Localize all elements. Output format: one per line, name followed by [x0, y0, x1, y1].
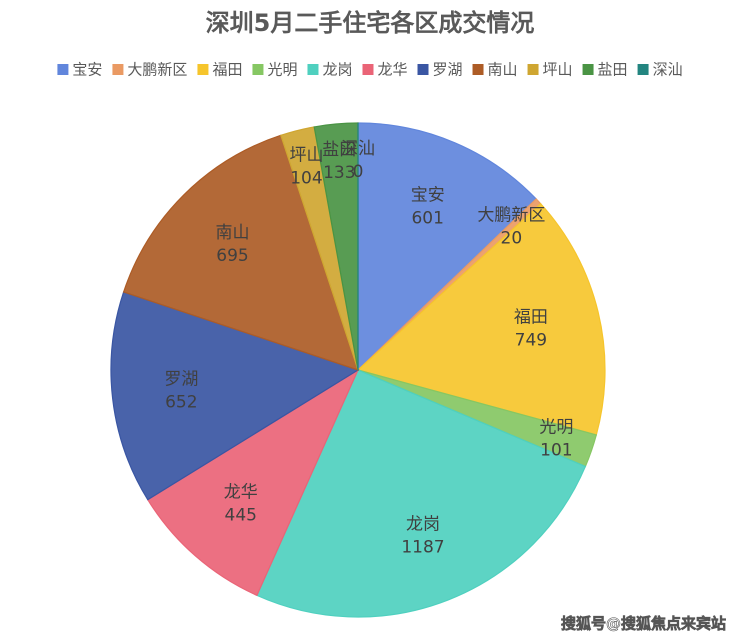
- slice-category-label: 大鹏新区: [477, 206, 545, 226]
- slice-value-label: 101: [540, 441, 572, 461]
- slice-value-label: 20: [501, 229, 523, 249]
- slice-value-label: 0: [353, 162, 364, 182]
- pie-slice: [110, 291, 360, 501]
- slice-value-label: 695: [216, 246, 248, 266]
- pie-slice: [356, 202, 606, 436]
- slice-category-label: 南山: [215, 223, 249, 243]
- legend-label: 宝安: [72, 61, 102, 79]
- slice-category-label: 盐田: [322, 140, 356, 160]
- legend-swatch: [57, 64, 69, 75]
- legend-label: 龙岗: [322, 61, 352, 79]
- legend-swatch: [472, 64, 484, 75]
- legend-swatch: [582, 64, 594, 75]
- legend-swatch: [637, 64, 649, 75]
- legend-swatch: [362, 64, 374, 75]
- pie-slice: [146, 368, 360, 597]
- slice-value-label: 601: [411, 208, 443, 228]
- legend-swatch: [527, 64, 539, 75]
- legend-label: 大鹏新区: [127, 61, 187, 79]
- slice-value-label: 1187: [401, 538, 444, 558]
- legend-label: 龙华: [377, 61, 407, 79]
- slice-category-label: 龙岗: [406, 515, 440, 535]
- legend-label: 光明: [267, 61, 297, 79]
- pie-slice: [122, 134, 359, 371]
- slice-value-label: 749: [515, 330, 547, 350]
- pie-slice: [357, 122, 538, 372]
- slice-value-label: 652: [165, 393, 197, 413]
- legend: 宝安 大鹏新区 福田 光明 龙岗 龙华 罗湖 南山 坪山 盐田 深汕: [57, 61, 683, 79]
- slice-category-label: 光明: [539, 418, 573, 438]
- legend-label: 深汕: [653, 61, 683, 79]
- legend-label: 盐田: [598, 61, 628, 79]
- slice-value-label: 104: [290, 168, 322, 188]
- legend-label: 南山: [488, 61, 518, 79]
- pie-slice: [256, 369, 587, 618]
- legend-label: 罗湖: [433, 61, 463, 79]
- watermark: 搜狐号@搜狐焦点来宾站: [561, 615, 726, 633]
- slice-category-label: 罗湖: [164, 370, 198, 390]
- slice-category-label: 龙华: [224, 483, 258, 503]
- legend-label: 坪山: [543, 61, 573, 79]
- legend-swatch: [252, 64, 264, 75]
- legend-label: 福田: [212, 61, 242, 79]
- slice-value-label: 445: [225, 506, 257, 526]
- legend-swatch: [307, 64, 319, 75]
- slice-category-label: 坪山: [289, 145, 323, 165]
- chart-title: 深圳5月二手住宅各区成交情况: [206, 9, 535, 37]
- legend-swatch: [197, 64, 209, 75]
- legend-swatch: [417, 64, 429, 75]
- slice-category-label: 深汕: [341, 139, 375, 159]
- legend-swatch: [112, 64, 124, 75]
- slice-category-label: 宝安: [411, 185, 445, 205]
- slice-category-label: 福田: [514, 307, 548, 327]
- slice-value-label: 133: [323, 163, 355, 183]
